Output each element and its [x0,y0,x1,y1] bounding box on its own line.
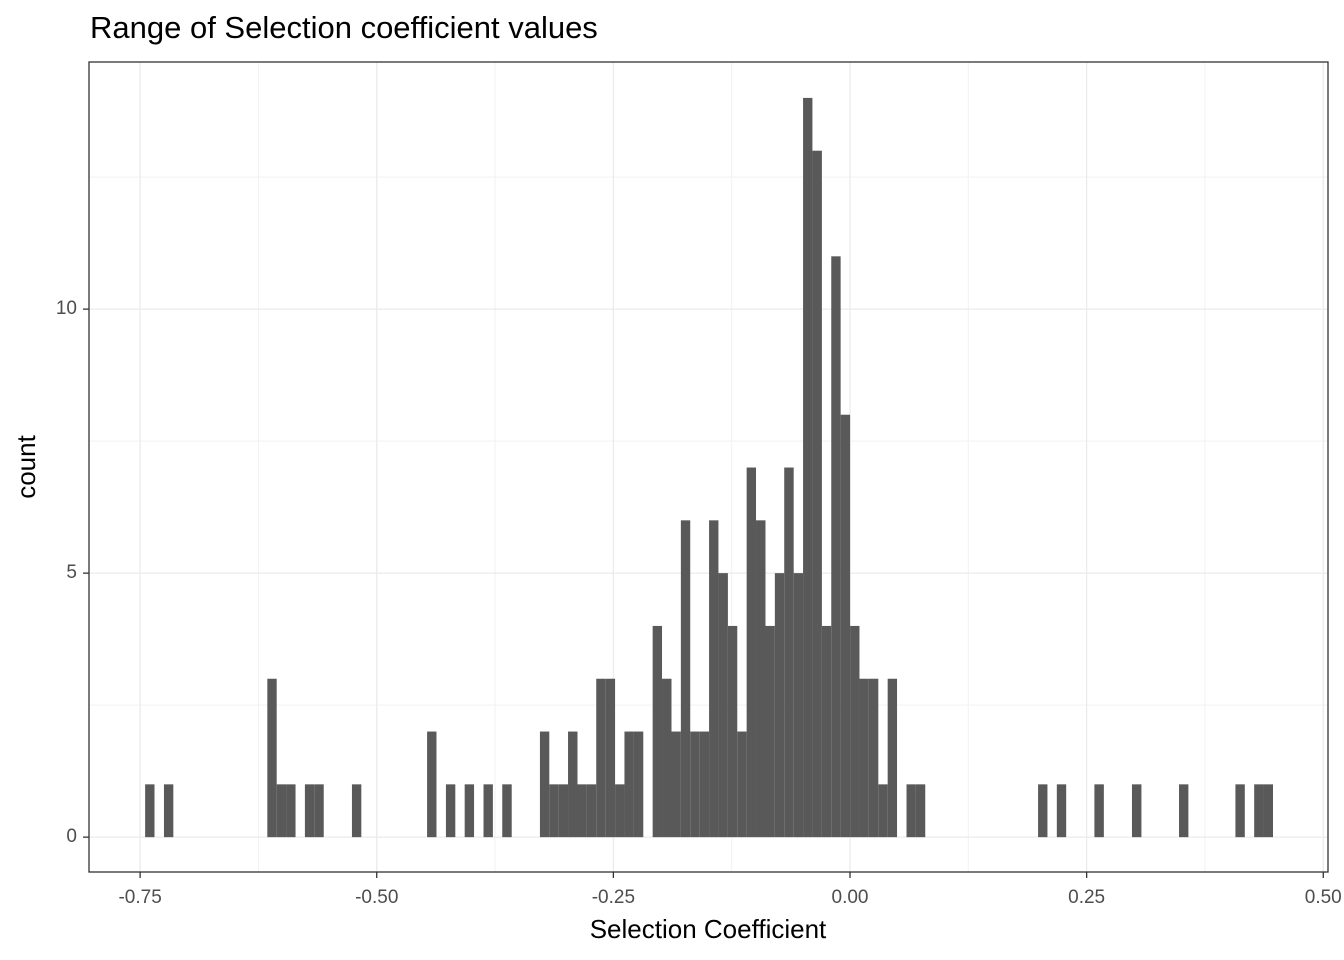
bar [1179,784,1189,838]
bar [803,97,813,838]
y-tick-label: 5 [66,562,77,583]
bar [718,573,728,838]
bar [577,784,587,838]
bar [915,784,926,838]
bar [145,784,155,838]
bar [774,573,785,838]
bar [859,678,869,838]
bar [314,784,324,838]
bar [868,678,879,838]
bar [624,731,634,838]
x-tick-label: 0.25 [1068,887,1105,908]
x-tick-label: -0.25 [592,887,635,908]
bar [304,784,315,838]
bar [1038,784,1048,838]
x-tick-label: 0.50 [1305,887,1342,908]
bar [756,520,766,838]
bar [746,467,757,838]
bar [539,731,550,838]
x-tick-label: -0.75 [118,887,161,908]
bar [464,784,475,838]
bar [737,731,747,838]
bar [267,678,277,838]
panel-border [88,61,1329,873]
bar [1254,784,1264,838]
bar [1056,784,1067,838]
bar [680,520,691,838]
bar [1094,784,1104,838]
bar [784,467,794,838]
x-tick-label: -0.50 [355,887,398,908]
bar [906,784,916,838]
bar [727,625,738,838]
bar [671,731,681,838]
bar [1131,784,1142,838]
bar [1263,784,1274,838]
bar [502,784,512,838]
bar [793,573,804,838]
bar [652,625,663,838]
bar [286,784,296,838]
bar [596,678,606,838]
bar [427,731,437,838]
bar [840,414,851,838]
bar [549,784,559,838]
bar [821,625,832,838]
bar [850,625,860,838]
bar [605,678,616,838]
bar [483,784,493,838]
bar [586,784,597,838]
bar [812,150,822,838]
bar [558,784,569,838]
bar [633,731,644,838]
bar [690,731,700,838]
bar [615,784,625,838]
x-axis-title: Selection Coefficient [590,914,827,944]
y-tick-label: 10 [56,298,77,319]
bar [1235,784,1245,838]
bar [163,784,174,838]
y-tick-label: 0 [66,826,77,847]
bar [765,625,775,838]
bar [878,784,888,838]
y-axis-title: count [11,434,41,498]
x-tick-label: 0.00 [832,887,869,908]
bar [568,731,578,838]
chart-title: Range of Selection coefficient values [90,10,598,45]
bar [662,678,672,838]
bar [709,520,719,838]
bar [445,784,456,838]
bar [887,678,898,838]
bar [699,731,710,838]
bar [831,256,841,838]
bar [276,784,287,838]
bar [351,784,362,838]
